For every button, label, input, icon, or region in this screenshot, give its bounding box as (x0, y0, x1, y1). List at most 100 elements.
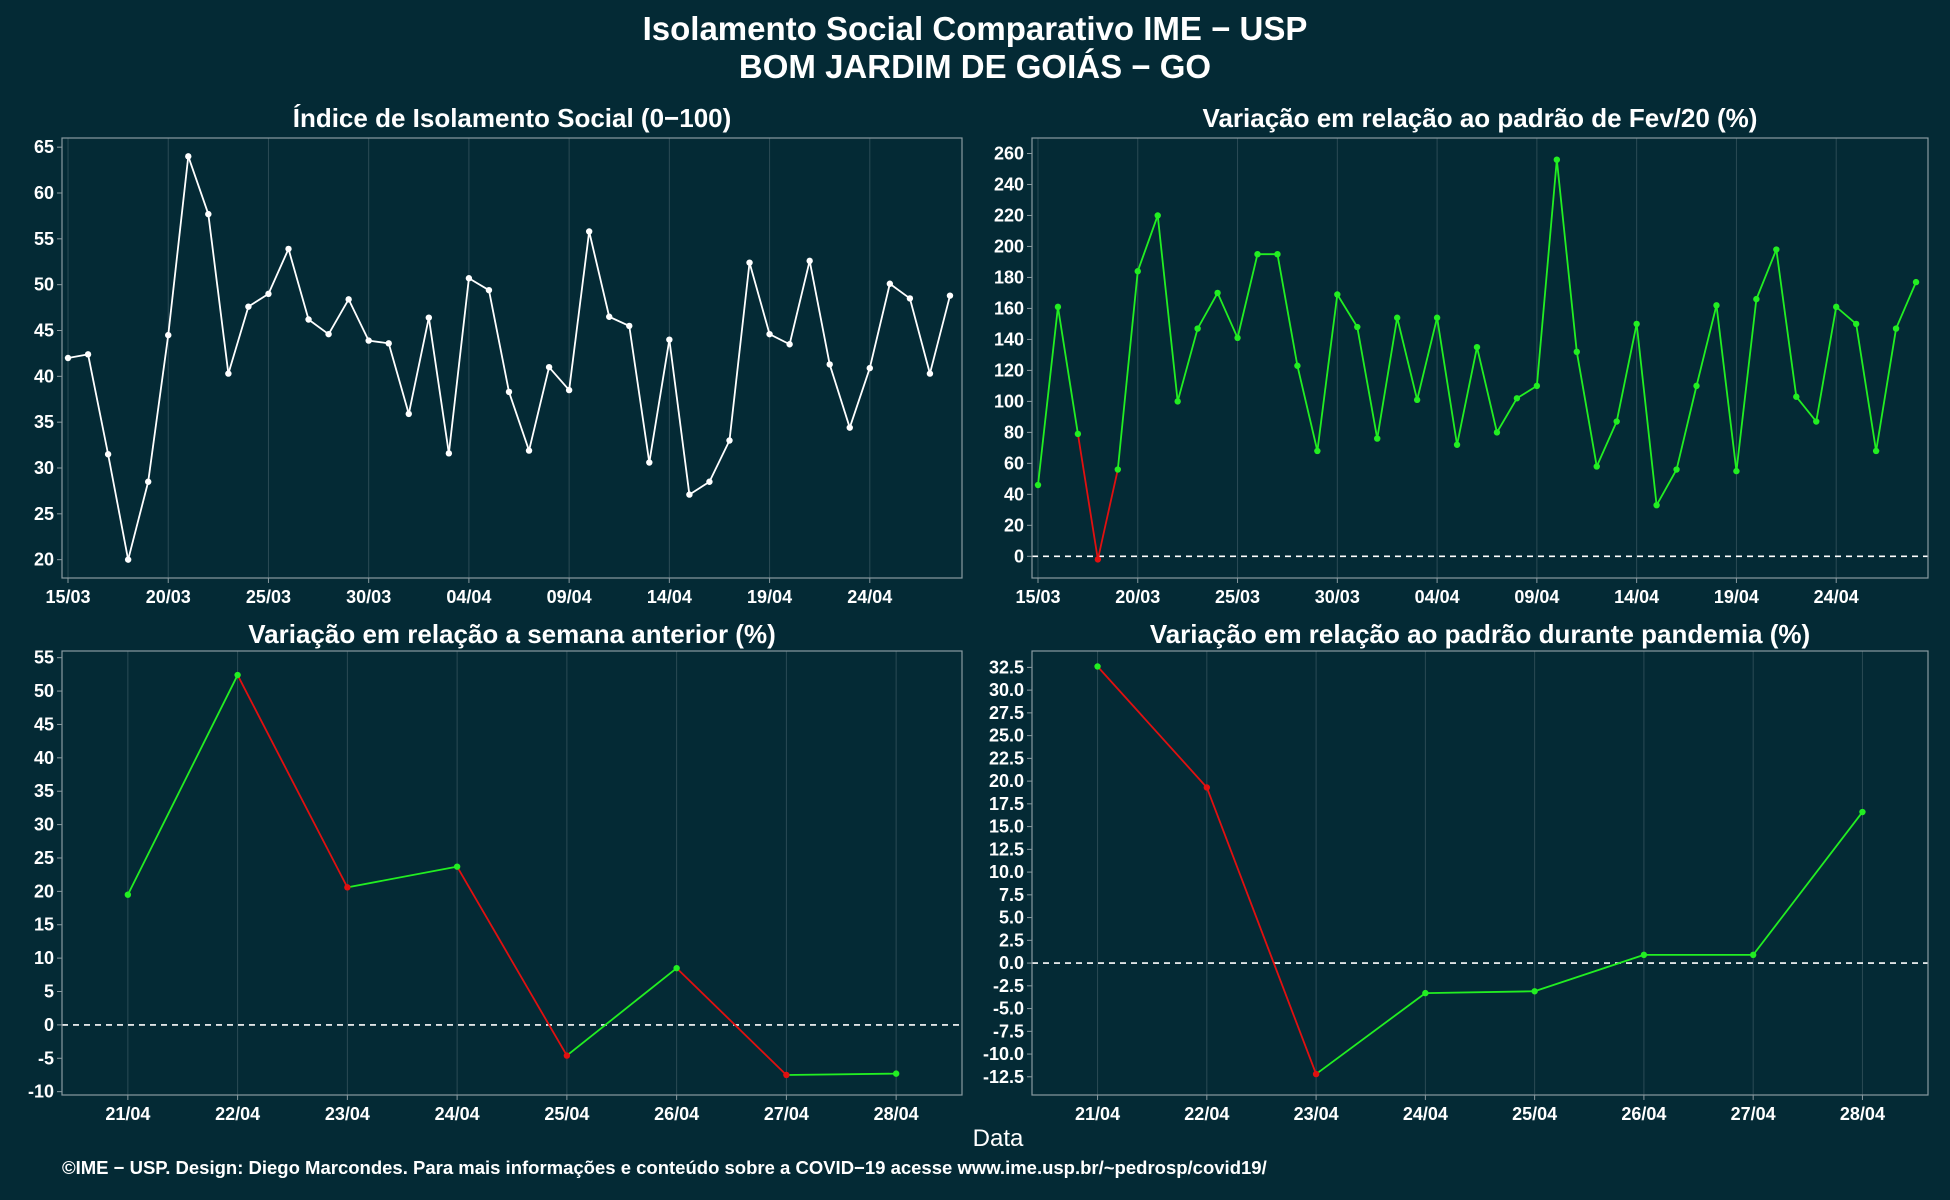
x-tick-label: 20/03 (146, 587, 191, 607)
panel-title: Variação em relação ao padrão de Fev/20 … (1203, 103, 1758, 133)
y-tick-label: 5 (44, 982, 54, 1002)
data-point (766, 330, 773, 338)
footer-credits: ©IME − USP. Design: Diego Marcondes. Par… (62, 1157, 1267, 1178)
x-tick-label: 21/04 (1075, 1104, 1120, 1124)
series-segment (127, 674, 239, 896)
data-point (525, 447, 533, 454)
series-segment (1376, 317, 1399, 439)
data-point (245, 303, 252, 310)
series-segment (1316, 294, 1339, 452)
y-tick-label: 20.0 (989, 771, 1024, 791)
series-segment (127, 481, 150, 560)
series-segment (628, 325, 651, 463)
data-point (205, 210, 212, 218)
y-tick-label: 0.0 (999, 953, 1024, 973)
data-point (926, 370, 934, 377)
series-segment (1356, 326, 1379, 439)
series-segment (308, 318, 330, 335)
series-segment (347, 865, 458, 889)
series-segment (1875, 328, 1897, 452)
data-point (563, 1052, 571, 1059)
x-tick-label: 04/04 (446, 587, 491, 607)
series-segment (1456, 346, 1478, 445)
series-segment (1496, 397, 1518, 433)
y-tick-label: 65 (34, 137, 54, 157)
data-point (465, 275, 473, 282)
data-point (746, 259, 753, 266)
series-segment (648, 339, 671, 463)
x-tick-label: 04/04 (1415, 587, 1460, 607)
y-tick-label: 25 (34, 848, 54, 868)
y-tick-label: 20 (1004, 515, 1024, 535)
data-point (1312, 1070, 1320, 1078)
plot-border (1031, 137, 1929, 579)
data-point (1749, 951, 1757, 959)
y-tick-label: -5 (38, 1048, 54, 1068)
y-tick-label: -12.5 (983, 1067, 1024, 1087)
series-segment (1795, 396, 1817, 423)
y-tick-label: 27.5 (989, 703, 1024, 723)
panel-isolation-index: Índice de Isolamento Social (0−100) 20 25 3… (34, 103, 963, 607)
data-point (1633, 320, 1640, 328)
series-segment (1476, 346, 1498, 433)
series-segment (368, 339, 389, 345)
series-segment (447, 278, 470, 454)
data-point (305, 316, 312, 323)
data-point (706, 478, 713, 485)
data-point (1422, 989, 1429, 997)
x-tick-label: 19/04 (747, 587, 792, 607)
y-tick-label: 220 (994, 205, 1024, 225)
series-segment (456, 866, 568, 1057)
series-segment (608, 315, 630, 327)
series-segment (708, 440, 731, 483)
data-point (485, 286, 493, 294)
data-point (165, 331, 172, 339)
series-segment (1077, 433, 1099, 560)
series-segment (566, 967, 678, 1057)
series-segment (1116, 271, 1139, 470)
series-segment (786, 1072, 897, 1076)
series-segment (1755, 249, 1778, 300)
series-segment (1436, 317, 1458, 445)
data-point (1194, 325, 1201, 332)
data-point (786, 341, 793, 348)
x-tick-label: 25/03 (1215, 587, 1260, 607)
panel-variation-feb: Variação em relação ao padrão de Fev/20 … (994, 103, 1929, 607)
data-point (1393, 314, 1401, 321)
series-segment (236, 674, 349, 888)
data-point (1094, 663, 1101, 670)
data-point (585, 228, 593, 235)
series-segment (1695, 305, 1718, 387)
header: Isolamento Social Comparativo IME − USP … (0, 10, 1950, 86)
data-point (1074, 430, 1082, 438)
series-segment (1296, 365, 1319, 452)
y-tick-label: 30 (34, 458, 54, 478)
x-tick-label: 09/04 (547, 587, 592, 607)
x-tick-label: 30/03 (346, 587, 391, 607)
series-segment (87, 354, 109, 455)
y-tick-label: 180 (994, 267, 1024, 287)
x-axis-label: Data (973, 1125, 1024, 1152)
data-point (806, 257, 813, 265)
y-tick-label: 20 (34, 550, 54, 570)
x-tick-label: 26/04 (1621, 1104, 1666, 1124)
data-point (1354, 323, 1361, 331)
data-point (826, 361, 833, 368)
data-point (344, 884, 351, 891)
series-segment (1675, 385, 1698, 470)
x-tick-label: 22/04 (1184, 1104, 1229, 1124)
series-segment (1752, 811, 1864, 956)
x-tick-label: 22/04 (215, 1104, 260, 1124)
panel-variation-pandemic: Variação em relação ao padrão durante pa… (983, 619, 1929, 1124)
data-point (365, 337, 372, 344)
data-point (726, 437, 733, 444)
series-segment (468, 277, 490, 291)
data-point (906, 295, 914, 302)
data-point (1593, 463, 1600, 470)
data-point (144, 478, 152, 485)
data-point (1773, 246, 1780, 253)
series-segment (1096, 469, 1119, 560)
series-segment (488, 289, 510, 393)
y-tick-label: 2.5 (999, 930, 1024, 950)
